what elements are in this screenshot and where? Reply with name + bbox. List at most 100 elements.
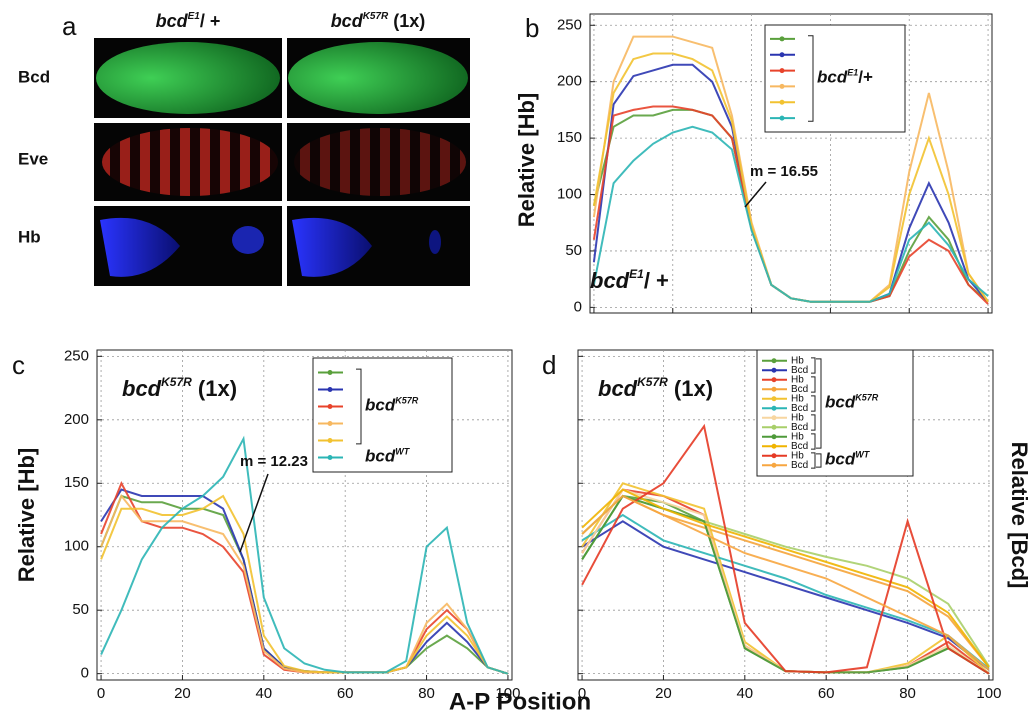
panel-label: d	[542, 350, 556, 380]
y-tick-label: 150	[64, 474, 89, 491]
label-part: / +	[644, 268, 669, 293]
label-part: WT	[395, 447, 410, 457]
label-part: (1x)	[192, 376, 237, 401]
y-tick-label: 150	[557, 129, 582, 146]
legend-marker	[779, 83, 785, 89]
legend-group-label: bcdK57R	[825, 393, 879, 412]
inset-label: bcdK57R (1x)	[122, 375, 237, 401]
legend-label: Bcd	[791, 365, 808, 376]
label-part: (1x)	[668, 376, 713, 401]
data-line	[581, 520, 990, 671]
data-line	[581, 488, 990, 668]
y-axis-label: Relative [Hb]	[14, 448, 39, 582]
x-tick-label: 60	[337, 685, 354, 702]
legend-bracket	[808, 35, 814, 122]
x-tick-label: 0	[578, 685, 586, 702]
legend-marker	[779, 115, 785, 121]
label-part: K57R	[637, 375, 668, 389]
legend-bracket	[811, 414, 816, 431]
data-line	[581, 494, 990, 671]
legend-marker	[771, 367, 777, 373]
label-part: E1	[188, 11, 201, 22]
label-part: (1x)	[388, 11, 425, 31]
x-tick-label: 0	[97, 685, 105, 702]
legend-marker	[327, 370, 333, 375]
annotation: m = 16.55	[750, 163, 818, 180]
legend-marker	[771, 424, 777, 430]
legend-marker	[779, 68, 785, 74]
legend-bracket	[811, 376, 816, 393]
y-tick-label: 50	[565, 242, 582, 259]
legend-label: Hb	[791, 450, 804, 461]
legend-bracket	[811, 452, 816, 469]
legend	[312, 357, 453, 473]
y-tick-label: 50	[72, 601, 89, 618]
legend-marker	[771, 434, 777, 440]
data-line	[592, 125, 989, 303]
x-tick-label: 20	[655, 685, 672, 702]
legend-marker	[779, 52, 785, 58]
y-tick-label: 0	[81, 665, 89, 682]
legend-marker	[771, 386, 777, 392]
legend-marker	[327, 438, 333, 443]
inset-label: bcdK57R (1x)	[598, 375, 713, 401]
legend	[764, 24, 906, 133]
x-axis-label: A-P Position	[449, 688, 591, 715]
label-part: bcd	[598, 376, 638, 401]
x-tick-label: 40	[736, 685, 753, 702]
label-part: E1	[629, 267, 644, 281]
label-part: K57R	[363, 11, 389, 22]
label-part: K57R	[855, 393, 879, 403]
data-line	[100, 494, 509, 675]
legend-label: Bcd	[791, 384, 808, 395]
legend-marker	[779, 36, 785, 42]
y-tick-label: 200	[64, 411, 89, 428]
label-part: bcd	[825, 450, 856, 469]
legend-label: Hb	[791, 393, 804, 404]
legend-marker	[327, 404, 333, 409]
legend-marker	[771, 405, 777, 411]
legend-group-label: bcdWT	[365, 447, 411, 466]
y-tick-label: 100	[64, 538, 89, 555]
x-tick-label: 100	[495, 685, 520, 702]
legend-marker	[771, 358, 777, 364]
legend-marker	[771, 415, 777, 421]
panel-a-images	[94, 38, 470, 286]
data-line	[581, 423, 990, 675]
annotation-line	[239, 473, 269, 553]
annotation-line	[744, 181, 767, 208]
y-axis-label: Relative [Bcd]	[1007, 442, 1032, 589]
legend-marker	[327, 387, 333, 392]
label-part: bcd	[122, 376, 162, 401]
legend-marker	[771, 453, 777, 459]
label-part: bcd	[156, 11, 189, 31]
y-tick-label: 200	[557, 73, 582, 90]
legend-marker	[779, 99, 785, 105]
legend-bracket	[816, 453, 822, 468]
plot-area	[589, 13, 993, 314]
legend-marker	[327, 421, 333, 426]
label-part: bcd	[365, 396, 396, 415]
legend-group-label: bcdWT	[825, 450, 871, 469]
row-label: Hb	[18, 227, 41, 246]
legend-bracket	[811, 433, 816, 450]
legend-label: Bcd	[791, 441, 808, 452]
y-tick-label: 0	[574, 298, 582, 315]
legend-label: Hb	[791, 355, 804, 366]
legend-bracket	[811, 395, 816, 412]
label-part: WT	[855, 450, 870, 460]
legend-bracket	[356, 368, 362, 445]
y-axis-label: Relative [Hb]	[514, 93, 539, 227]
legend-marker	[771, 443, 777, 449]
x-tick-label: 60	[818, 685, 835, 702]
label-part: K57R	[161, 375, 192, 389]
label-part: bcd	[825, 393, 856, 412]
x-tick-label: 100	[976, 685, 1001, 702]
label-part: bcd	[817, 68, 848, 87]
label-part: bcd	[331, 11, 364, 31]
column-label: bcdK57R (1x)	[331, 11, 426, 31]
inset-label: bcdE1/ +	[590, 267, 669, 293]
panel-label: a	[62, 11, 77, 41]
label-part: / +	[200, 11, 221, 31]
